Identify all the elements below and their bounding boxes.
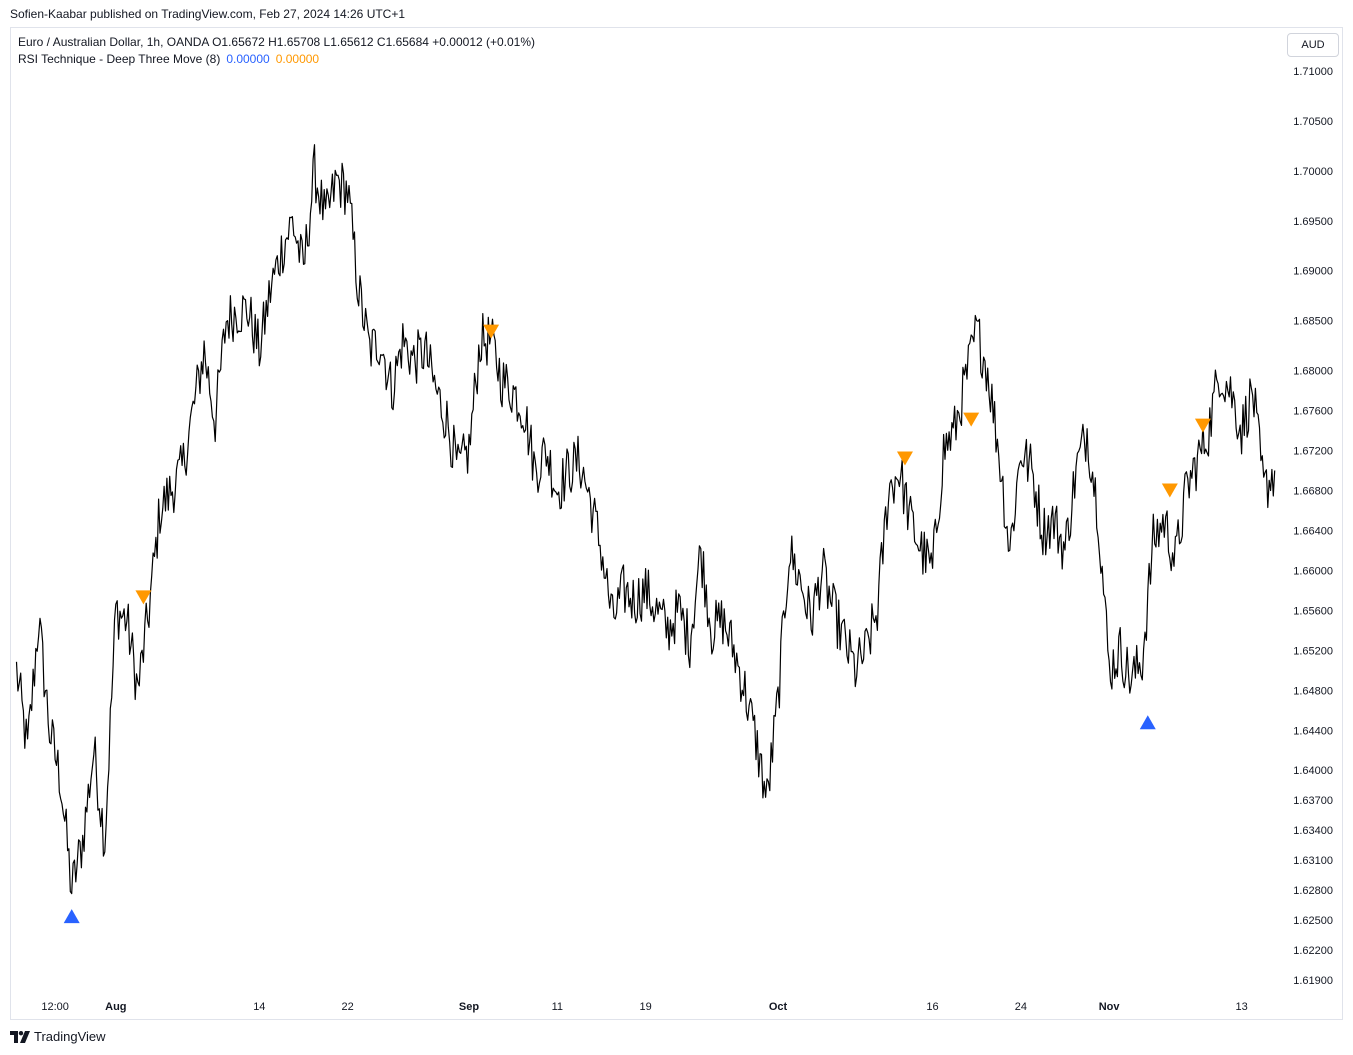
x-tick-label: 19 — [639, 1001, 651, 1013]
x-tick-label: 24 — [1015, 1001, 1027, 1013]
bearish-signal-triangle — [135, 590, 152, 605]
y-tick-label: 1.67200 — [1293, 446, 1333, 458]
y-tick-label: 1.62800 — [1293, 885, 1333, 897]
y-tick-label: 1.64400 — [1293, 725, 1333, 737]
chart-frame[interactable] — [10, 27, 1343, 1020]
y-tick-label: 1.63400 — [1293, 825, 1333, 837]
signal-markers — [63, 324, 1211, 924]
footer-brand: TradingView — [10, 1029, 106, 1044]
x-tick-label: Oct — [769, 1001, 788, 1013]
bearish-signal-triangle — [483, 324, 500, 339]
x-tick-label: Aug — [105, 1001, 126, 1013]
publish-line: Sofien-Kaabar published on TradingView.c… — [10, 7, 406, 21]
y-tick-label: 1.70500 — [1293, 116, 1333, 128]
indicator-legend: RSI Technique - Deep Three Move (8) 0.000… — [18, 51, 535, 68]
y-tick-label: 1.71000 — [1293, 66, 1333, 78]
tradingview-logo-icon — [10, 1030, 30, 1043]
x-tick-label: 14 — [253, 1001, 265, 1013]
y-tick-label: 1.64000 — [1293, 765, 1333, 777]
x-tick-label: Sep — [459, 1001, 479, 1013]
bearish-signal-triangle — [963, 412, 980, 427]
y-tick-label: 1.67600 — [1293, 406, 1333, 418]
y-tick-label: 1.68000 — [1293, 366, 1333, 378]
y-tick-label: 1.69000 — [1293, 266, 1333, 278]
y-tick-label: 1.65200 — [1293, 645, 1333, 657]
y-tick-label: 1.61900 — [1293, 975, 1333, 987]
bullish-signal-triangle — [63, 909, 80, 924]
bearish-signal-triangle — [896, 451, 913, 466]
y-tick-label: 1.63700 — [1293, 795, 1333, 807]
y-tick-label: 1.69500 — [1293, 216, 1333, 228]
y-tick-label: 1.64800 — [1293, 685, 1333, 697]
chart-legend: Euro / Australian Dollar, 1h, OANDA O1.6… — [18, 34, 535, 68]
bullish-signal-triangle — [1139, 715, 1156, 730]
footer-brand-label: TradingView — [34, 1029, 106, 1044]
y-tick-label: 1.66400 — [1293, 525, 1333, 537]
x-axis: 12:00 Aug 14 22 Sep 11 19 Oct 16 24 Nov 13 — [41, 1001, 1247, 1013]
y-tick-label: 1.63100 — [1293, 855, 1333, 867]
x-tick-label: 22 — [341, 1001, 353, 1013]
x-tick-label: 12:00 — [41, 1001, 69, 1013]
y-tick-label: 1.66800 — [1293, 486, 1333, 498]
y-tick-label: 1.68500 — [1293, 316, 1333, 328]
y-tick-label: 1.62500 — [1293, 915, 1333, 927]
indicator-value-1: 0.00000 — [226, 52, 270, 66]
x-tick-label: Nov — [1099, 1001, 1121, 1013]
indicator-value-2: 0.00000 — [275, 52, 320, 66]
y-tick-label: 1.62200 — [1293, 945, 1333, 957]
y-tick-label: 1.66000 — [1293, 565, 1333, 577]
x-tick-label: 11 — [552, 1001, 563, 1013]
indicator-name: RSI Technique - Deep Three Move (8) — [18, 52, 221, 66]
x-tick-label: 16 — [926, 1001, 938, 1013]
price-line — [15, 144, 1276, 895]
symbol-info: Euro / Australian Dollar, 1h, OANDA O1.6… — [18, 35, 536, 49]
y-axis: 1.71000 1.70500 1.70000 1.69500 1.69000 1.685… — [1293, 66, 1333, 987]
y-tick-label: 1.70000 — [1293, 166, 1333, 178]
x-tick-label: 13 — [1235, 1001, 1247, 1013]
y-tick-label: 1.65600 — [1293, 605, 1333, 617]
bearish-signal-triangle — [1194, 418, 1211, 433]
currency-button[interactable]: AUD — [1287, 33, 1339, 57]
bearish-signal-triangle — [1161, 483, 1178, 498]
